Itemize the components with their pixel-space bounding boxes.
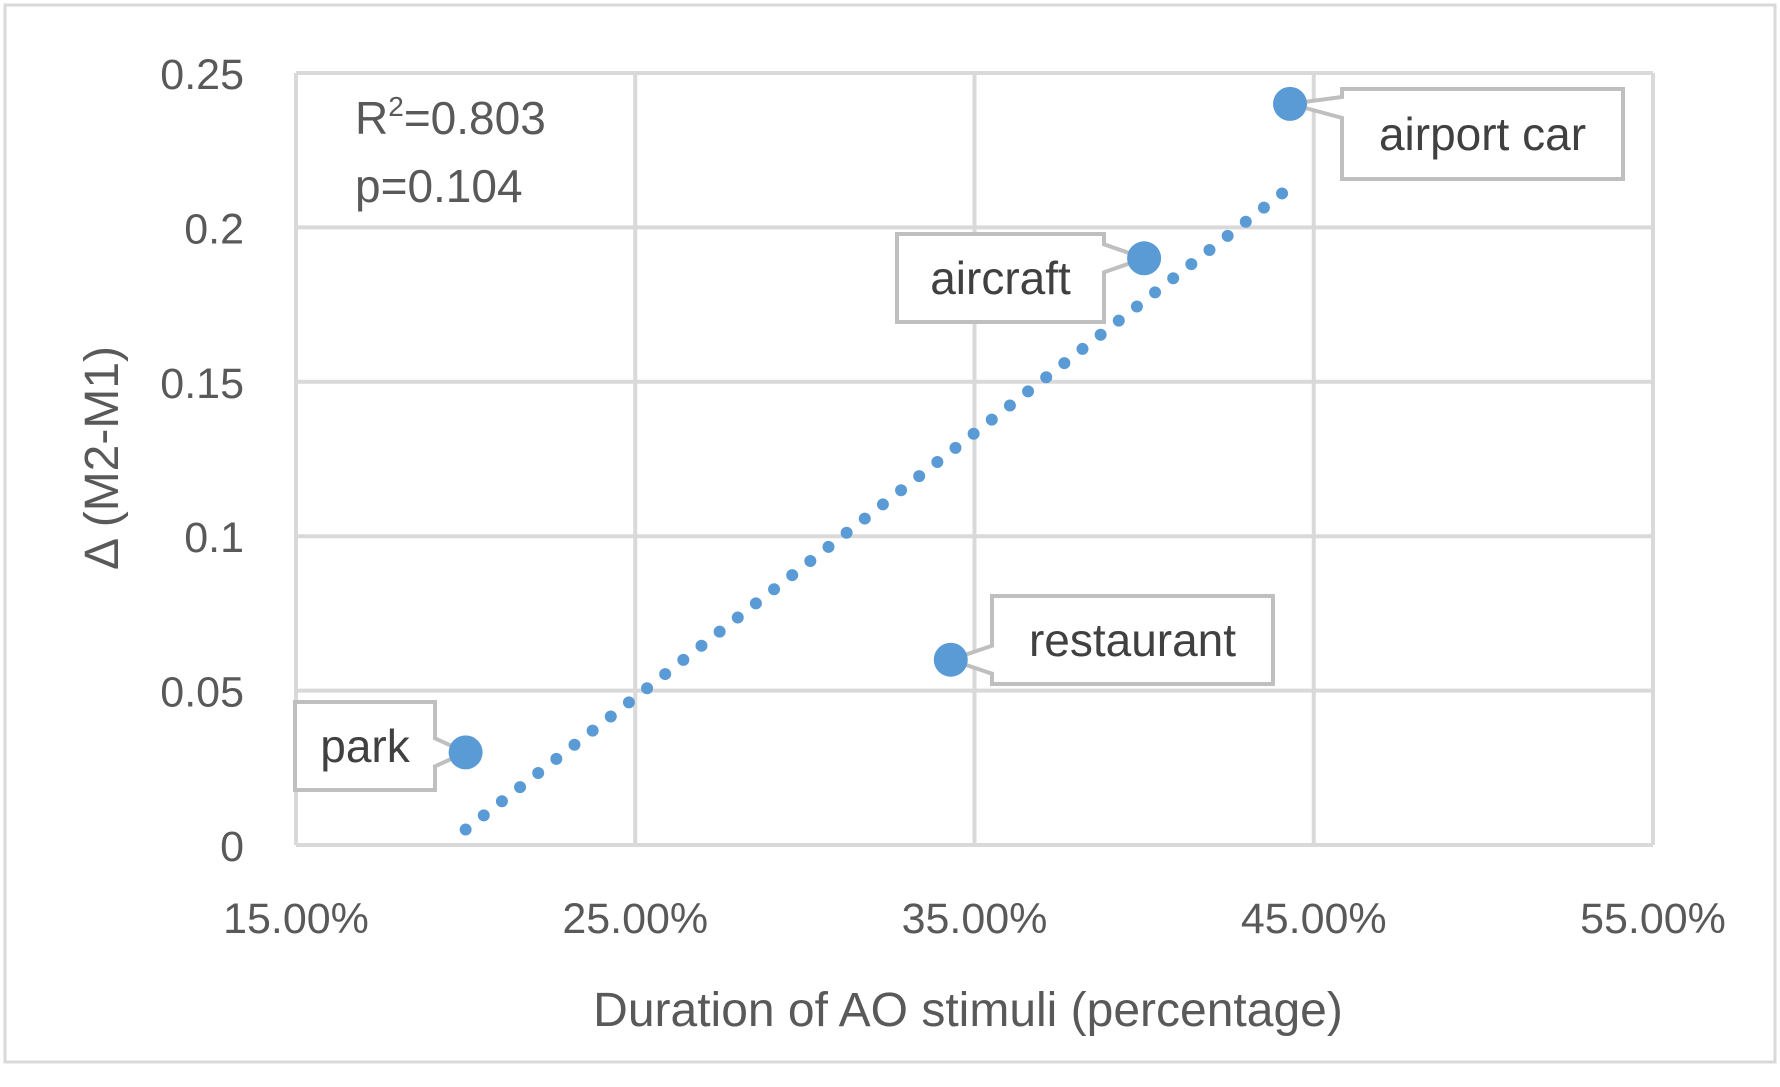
data-point bbox=[1273, 86, 1308, 121]
y-tick-label: 0.05 bbox=[160, 669, 244, 717]
trendline-dotted bbox=[459, 181, 1297, 836]
y-tick-label: 0.2 bbox=[184, 205, 244, 253]
point-label: airport car bbox=[1379, 108, 1586, 160]
y-axis-title: Δ (M2-M1) bbox=[76, 346, 129, 570]
r-squared-value: =0.803 bbox=[404, 92, 546, 144]
x-tick-label: 25.00% bbox=[562, 895, 708, 943]
point-label: park bbox=[320, 720, 410, 772]
x-tick-label: 15.00% bbox=[223, 895, 369, 943]
data-points bbox=[448, 86, 1308, 770]
x-axis-title: Duration of AO stimuli (percentage) bbox=[593, 984, 1343, 1037]
point-label: restaurant bbox=[1029, 614, 1236, 666]
callouts: park restaurant aircraft airport car bbox=[293, 87, 1625, 792]
p-value-annotation: p=0.104 bbox=[355, 160, 523, 212]
y-tick-label: 0.1 bbox=[184, 514, 244, 562]
chart-border bbox=[3, 3, 1777, 1064]
tick-labels: 0 0.05 0.1 0.15 0.2 0.25 15.00% 25.00% 35.00% 45.… bbox=[160, 51, 1726, 943]
r-squared-prefix: R bbox=[355, 92, 388, 144]
x-tick-label: 55.00% bbox=[1580, 895, 1726, 943]
trendline bbox=[459, 181, 1297, 836]
point-label: aircraft bbox=[930, 252, 1071, 304]
y-tick-label: 0 bbox=[220, 823, 244, 871]
point-callout-box bbox=[1289, 87, 1625, 181]
r-squared-superscript: 2 bbox=[388, 91, 404, 122]
data-point bbox=[933, 642, 968, 677]
data-point bbox=[448, 735, 483, 770]
point-callout-box bbox=[895, 232, 1151, 324]
x-tick-label: 45.00% bbox=[1241, 895, 1387, 943]
x-tick-label: 35.00% bbox=[902, 895, 1048, 943]
r-squared-annotation: R2=0.803 bbox=[355, 91, 546, 144]
data-point bbox=[1127, 241, 1162, 276]
y-tick-label: 0.25 bbox=[160, 51, 244, 99]
y-tick-label: 0.15 bbox=[160, 360, 244, 408]
point-callout-box bbox=[944, 594, 1275, 686]
